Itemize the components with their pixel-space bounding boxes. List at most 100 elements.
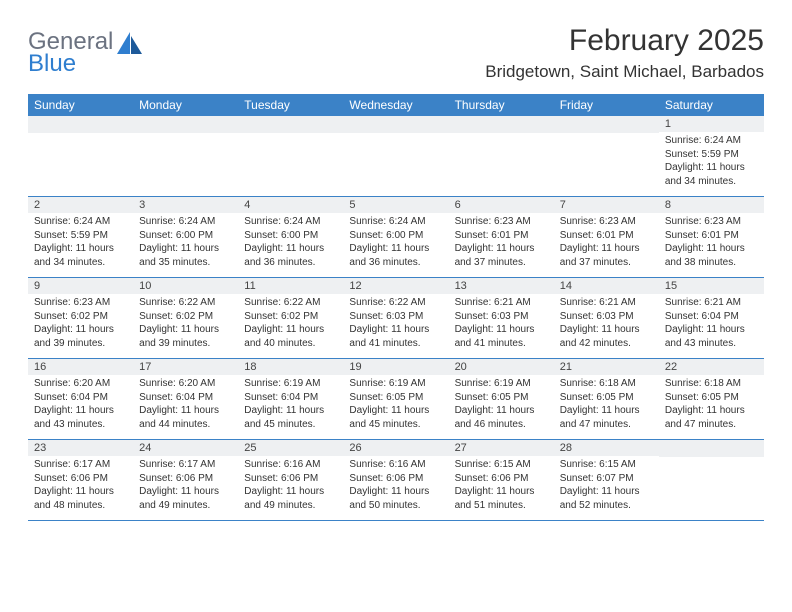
sunrise-text: Sunrise: 6:24 AM bbox=[665, 134, 758, 148]
day-cell bbox=[554, 116, 659, 196]
sunrise-text: Sunrise: 6:24 AM bbox=[139, 215, 232, 229]
daylight-text: Daylight: 11 hours and 46 minutes. bbox=[455, 404, 548, 431]
day-cell: 5Sunrise: 6:24 AMSunset: 6:00 PMDaylight… bbox=[343, 197, 448, 277]
day-content: Sunrise: 6:18 AMSunset: 6:05 PMDaylight:… bbox=[554, 375, 659, 435]
sunrise-text: Sunrise: 6:21 AM bbox=[455, 296, 548, 310]
day-header-saturday: Saturday bbox=[659, 94, 764, 116]
daylight-text: Daylight: 11 hours and 35 minutes. bbox=[139, 242, 232, 269]
day-number: 7 bbox=[554, 197, 659, 213]
daylight-text: Daylight: 11 hours and 47 minutes. bbox=[560, 404, 653, 431]
day-cell: 13Sunrise: 6:21 AMSunset: 6:03 PMDayligh… bbox=[449, 278, 554, 358]
sunrise-text: Sunrise: 6:18 AM bbox=[560, 377, 653, 391]
day-cell bbox=[238, 116, 343, 196]
day-number bbox=[238, 116, 343, 133]
sunrise-text: Sunrise: 6:23 AM bbox=[34, 296, 127, 310]
day-content: Sunrise: 6:24 AMSunset: 6:00 PMDaylight:… bbox=[133, 213, 238, 273]
day-number bbox=[28, 116, 133, 133]
month-title: February 2025 bbox=[485, 24, 764, 58]
day-content: Sunrise: 6:21 AMSunset: 6:03 PMDaylight:… bbox=[554, 294, 659, 354]
daylight-text: Daylight: 11 hours and 43 minutes. bbox=[34, 404, 127, 431]
day-content: Sunrise: 6:23 AMSunset: 6:02 PMDaylight:… bbox=[28, 294, 133, 354]
daylight-text: Daylight: 11 hours and 50 minutes. bbox=[349, 485, 442, 512]
day-number: 12 bbox=[343, 278, 448, 294]
day-content: Sunrise: 6:24 AMSunset: 5:59 PMDaylight:… bbox=[659, 132, 764, 192]
day-content bbox=[449, 133, 554, 193]
day-content: Sunrise: 6:24 AMSunset: 6:00 PMDaylight:… bbox=[343, 213, 448, 273]
day-cell: 26Sunrise: 6:16 AMSunset: 6:06 PMDayligh… bbox=[343, 440, 448, 520]
sunrise-text: Sunrise: 6:23 AM bbox=[455, 215, 548, 229]
daylight-text: Daylight: 11 hours and 41 minutes. bbox=[349, 323, 442, 350]
day-number: 9 bbox=[28, 278, 133, 294]
day-number: 28 bbox=[554, 440, 659, 456]
sunset-text: Sunset: 6:00 PM bbox=[139, 229, 232, 243]
logo-text-blue: Blue bbox=[28, 52, 113, 76]
sunset-text: Sunset: 6:03 PM bbox=[349, 310, 442, 324]
sunrise-text: Sunrise: 6:15 AM bbox=[455, 458, 548, 472]
day-number: 16 bbox=[28, 359, 133, 375]
daylight-text: Daylight: 11 hours and 44 minutes. bbox=[139, 404, 232, 431]
sunset-text: Sunset: 6:04 PM bbox=[665, 310, 758, 324]
calendar-page: General Blue February 2025 Bridgetown, S… bbox=[0, 0, 792, 521]
day-content: Sunrise: 6:23 AMSunset: 6:01 PMDaylight:… bbox=[449, 213, 554, 273]
week-row: 1Sunrise: 6:24 AMSunset: 5:59 PMDaylight… bbox=[28, 116, 764, 197]
day-cell: 1Sunrise: 6:24 AMSunset: 5:59 PMDaylight… bbox=[659, 116, 764, 196]
day-cell bbox=[659, 440, 764, 520]
day-number: 6 bbox=[449, 197, 554, 213]
day-number: 13 bbox=[449, 278, 554, 294]
day-cell: 16Sunrise: 6:20 AMSunset: 6:04 PMDayligh… bbox=[28, 359, 133, 439]
day-header-row: Sunday Monday Tuesday Wednesday Thursday… bbox=[28, 94, 764, 116]
day-cell: 9Sunrise: 6:23 AMSunset: 6:02 PMDaylight… bbox=[28, 278, 133, 358]
daylight-text: Daylight: 11 hours and 49 minutes. bbox=[244, 485, 337, 512]
sunset-text: Sunset: 6:00 PM bbox=[244, 229, 337, 243]
day-cell bbox=[343, 116, 448, 196]
logo: General Blue bbox=[28, 24, 143, 76]
sunset-text: Sunset: 6:01 PM bbox=[665, 229, 758, 243]
sunrise-text: Sunrise: 6:17 AM bbox=[139, 458, 232, 472]
sunset-text: Sunset: 6:02 PM bbox=[139, 310, 232, 324]
day-cell: 22Sunrise: 6:18 AMSunset: 6:05 PMDayligh… bbox=[659, 359, 764, 439]
daylight-text: Daylight: 11 hours and 39 minutes. bbox=[34, 323, 127, 350]
sunset-text: Sunset: 6:06 PM bbox=[139, 472, 232, 486]
day-header-friday: Friday bbox=[554, 94, 659, 116]
sunrise-text: Sunrise: 6:19 AM bbox=[244, 377, 337, 391]
sunset-text: Sunset: 6:07 PM bbox=[560, 472, 653, 486]
day-cell: 25Sunrise: 6:16 AMSunset: 6:06 PMDayligh… bbox=[238, 440, 343, 520]
day-content: Sunrise: 6:19 AMSunset: 6:05 PMDaylight:… bbox=[449, 375, 554, 435]
day-content bbox=[343, 133, 448, 193]
calendar-grid: Sunday Monday Tuesday Wednesday Thursday… bbox=[28, 94, 764, 521]
day-number: 20 bbox=[449, 359, 554, 375]
day-content: Sunrise: 6:17 AMSunset: 6:06 PMDaylight:… bbox=[28, 456, 133, 516]
sunset-text: Sunset: 6:06 PM bbox=[455, 472, 548, 486]
day-content: Sunrise: 6:15 AMSunset: 6:07 PMDaylight:… bbox=[554, 456, 659, 516]
day-number: 3 bbox=[133, 197, 238, 213]
sunset-text: Sunset: 6:06 PM bbox=[244, 472, 337, 486]
day-header-thursday: Thursday bbox=[449, 94, 554, 116]
day-content: Sunrise: 6:21 AMSunset: 6:03 PMDaylight:… bbox=[449, 294, 554, 354]
day-number bbox=[449, 116, 554, 133]
day-content: Sunrise: 6:16 AMSunset: 6:06 PMDaylight:… bbox=[238, 456, 343, 516]
sunset-text: Sunset: 6:04 PM bbox=[34, 391, 127, 405]
day-number: 18 bbox=[238, 359, 343, 375]
page-header: General Blue February 2025 Bridgetown, S… bbox=[28, 24, 764, 82]
week-row: 23Sunrise: 6:17 AMSunset: 6:06 PMDayligh… bbox=[28, 440, 764, 521]
daylight-text: Daylight: 11 hours and 36 minutes. bbox=[244, 242, 337, 269]
day-content: Sunrise: 6:21 AMSunset: 6:04 PMDaylight:… bbox=[659, 294, 764, 354]
daylight-text: Daylight: 11 hours and 37 minutes. bbox=[560, 242, 653, 269]
day-content bbox=[238, 133, 343, 193]
day-cell: 8Sunrise: 6:23 AMSunset: 6:01 PMDaylight… bbox=[659, 197, 764, 277]
day-number: 23 bbox=[28, 440, 133, 456]
daylight-text: Daylight: 11 hours and 40 minutes. bbox=[244, 323, 337, 350]
week-row: 2Sunrise: 6:24 AMSunset: 5:59 PMDaylight… bbox=[28, 197, 764, 278]
day-header-wednesday: Wednesday bbox=[343, 94, 448, 116]
day-content bbox=[133, 133, 238, 193]
day-content: Sunrise: 6:24 AMSunset: 5:59 PMDaylight:… bbox=[28, 213, 133, 273]
sunrise-text: Sunrise: 6:22 AM bbox=[244, 296, 337, 310]
day-content: Sunrise: 6:19 AMSunset: 6:04 PMDaylight:… bbox=[238, 375, 343, 435]
sunrise-text: Sunrise: 6:15 AM bbox=[560, 458, 653, 472]
week-row: 16Sunrise: 6:20 AMSunset: 6:04 PMDayligh… bbox=[28, 359, 764, 440]
day-content bbox=[554, 133, 659, 193]
title-block: February 2025 Bridgetown, Saint Michael,… bbox=[485, 24, 764, 82]
day-content bbox=[28, 133, 133, 193]
sunset-text: Sunset: 6:01 PM bbox=[455, 229, 548, 243]
sunset-text: Sunset: 6:02 PM bbox=[34, 310, 127, 324]
